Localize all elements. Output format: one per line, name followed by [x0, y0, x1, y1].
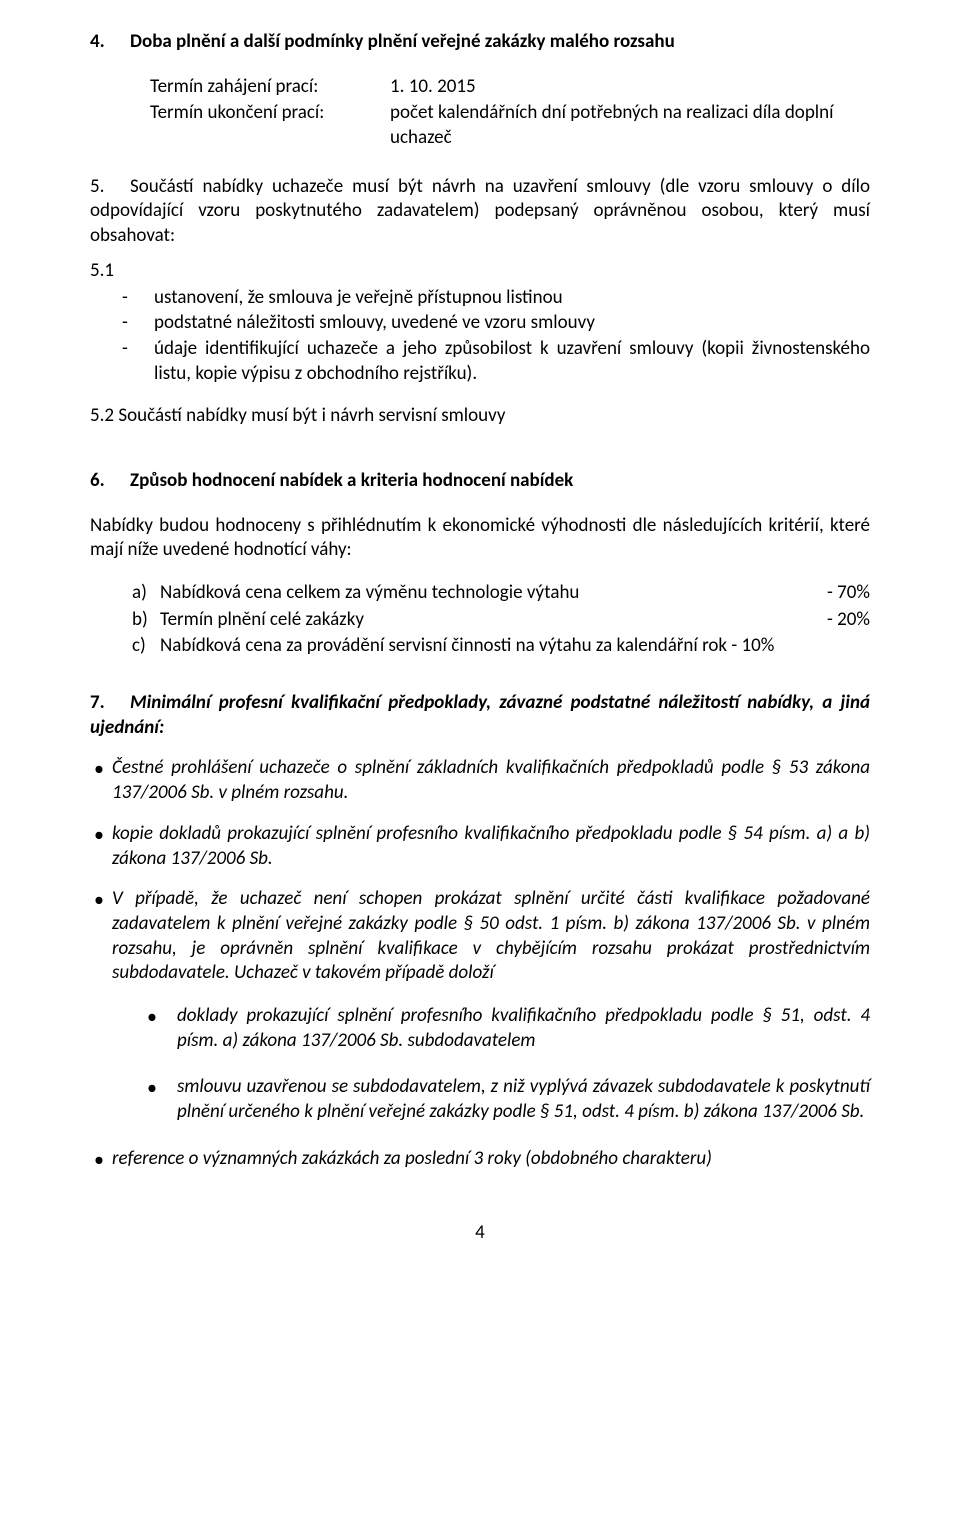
section5-1-item: ustanovení, že smlouva je veřejně přístu…	[122, 286, 870, 311]
schedule-start-value: 1. 10. 2015	[390, 75, 870, 100]
section6-title: Způsob hodnocení nabídek a kriteria hodn…	[130, 469, 573, 492]
section6-intro: Nabídky budou hodnoceny s přihlédnutím k…	[90, 514, 870, 563]
section7-bullet: kopie dokladů prokazující splnění profes…	[90, 822, 870, 871]
criteria-item: c) Nabídková cena za provádění servisní …	[132, 634, 870, 659]
criteria-text: Nabídková cena za provádění servisní čin…	[160, 634, 774, 657]
schedule-end-label: Termín ukončení prací:	[150, 101, 390, 150]
page-number: 4	[90, 1221, 870, 1246]
section5-number: 5.	[90, 175, 130, 200]
criteria-item: a) Nabídková cena celkem za výměnu techn…	[132, 581, 870, 606]
section7-bullet: Čestné prohlášení uchazeče o splnění zák…	[90, 756, 870, 805]
section4-title: Doba plnění a další podmínky plnění veře…	[130, 30, 675, 53]
criteria-weight: - 20%	[827, 608, 870, 633]
section6-number: 6.	[90, 469, 130, 494]
section4-number: 4.	[90, 30, 130, 55]
section5-2-text: 5.2 Součástí nabídky musí být i návrh se…	[90, 404, 870, 429]
section7-sub-bullet: smlouvu uzavřenou se subdodavatelem, z n…	[147, 1075, 870, 1124]
section5-1-item: podstatné náležitosti smlouvy, uvedené v…	[122, 311, 870, 336]
section7-bullet-list: Čestné prohlášení uchazeče o splnění zák…	[90, 756, 870, 1171]
section5-intro: 5.Součástí nabídky uchazeče musí být náv…	[90, 175, 870, 249]
section7-heading: 7.Minimální profesní kvalifikační předpo…	[90, 691, 870, 740]
criteria-text: Nabídková cena celkem za výměnu technolo…	[160, 581, 579, 604]
section7-number: 7.	[90, 691, 130, 716]
section4-schedule: Termín zahájení prací: 1. 10. 2015 Termí…	[150, 75, 870, 151]
criteria-weight: - 70%	[827, 581, 870, 606]
criteria-item: b) Termín plnění celé zakázky - 20%	[132, 608, 870, 633]
section7-sub-bullet: doklady prokazující splnění profesního k…	[147, 1004, 870, 1053]
section6-criteria-list: a) Nabídková cena celkem za výměnu techn…	[132, 581, 870, 659]
section5-1-item: údaje identifikující uchazeče a jeho způ…	[122, 337, 870, 386]
schedule-start-row: Termín zahájení prací: 1. 10. 2015	[150, 75, 870, 100]
schedule-end-value: počet kalendářních dní potřebných na rea…	[390, 101, 870, 150]
section7-bullet: V případě, že uchazeč není schopen proká…	[90, 887, 870, 1125]
section7-bullet: reference o významných zakázkách za posl…	[90, 1147, 870, 1172]
schedule-start-label: Termín zahájení prací:	[150, 75, 390, 100]
criteria-letter: a)	[132, 581, 147, 606]
criteria-letter: c)	[132, 634, 146, 659]
section7-bullet-text: V případě, že uchazeč není schopen proká…	[112, 887, 870, 984]
section5-1-number: 5.1	[90, 259, 870, 284]
schedule-end-row: Termín ukončení prací: počet kalendářníc…	[150, 101, 870, 150]
section6-heading: 6.Způsob hodnocení nabídek a kriteria ho…	[90, 469, 870, 494]
section5-intro-text: Součástí nabídky uchazeče musí být návrh…	[90, 175, 870, 247]
criteria-letter: b)	[132, 608, 148, 633]
section7-sub-bullet-list: doklady prokazující splnění profesního k…	[147, 1004, 870, 1125]
section7-title: Minimální profesní kvalifikační předpokl…	[90, 691, 870, 739]
criteria-text: Termín plnění celé zakázky	[160, 608, 364, 631]
section5-1-list: ustanovení, že smlouva je veřejně přístu…	[122, 286, 870, 387]
section4-heading: 4.Doba plnění a další podmínky plnění ve…	[90, 30, 870, 55]
